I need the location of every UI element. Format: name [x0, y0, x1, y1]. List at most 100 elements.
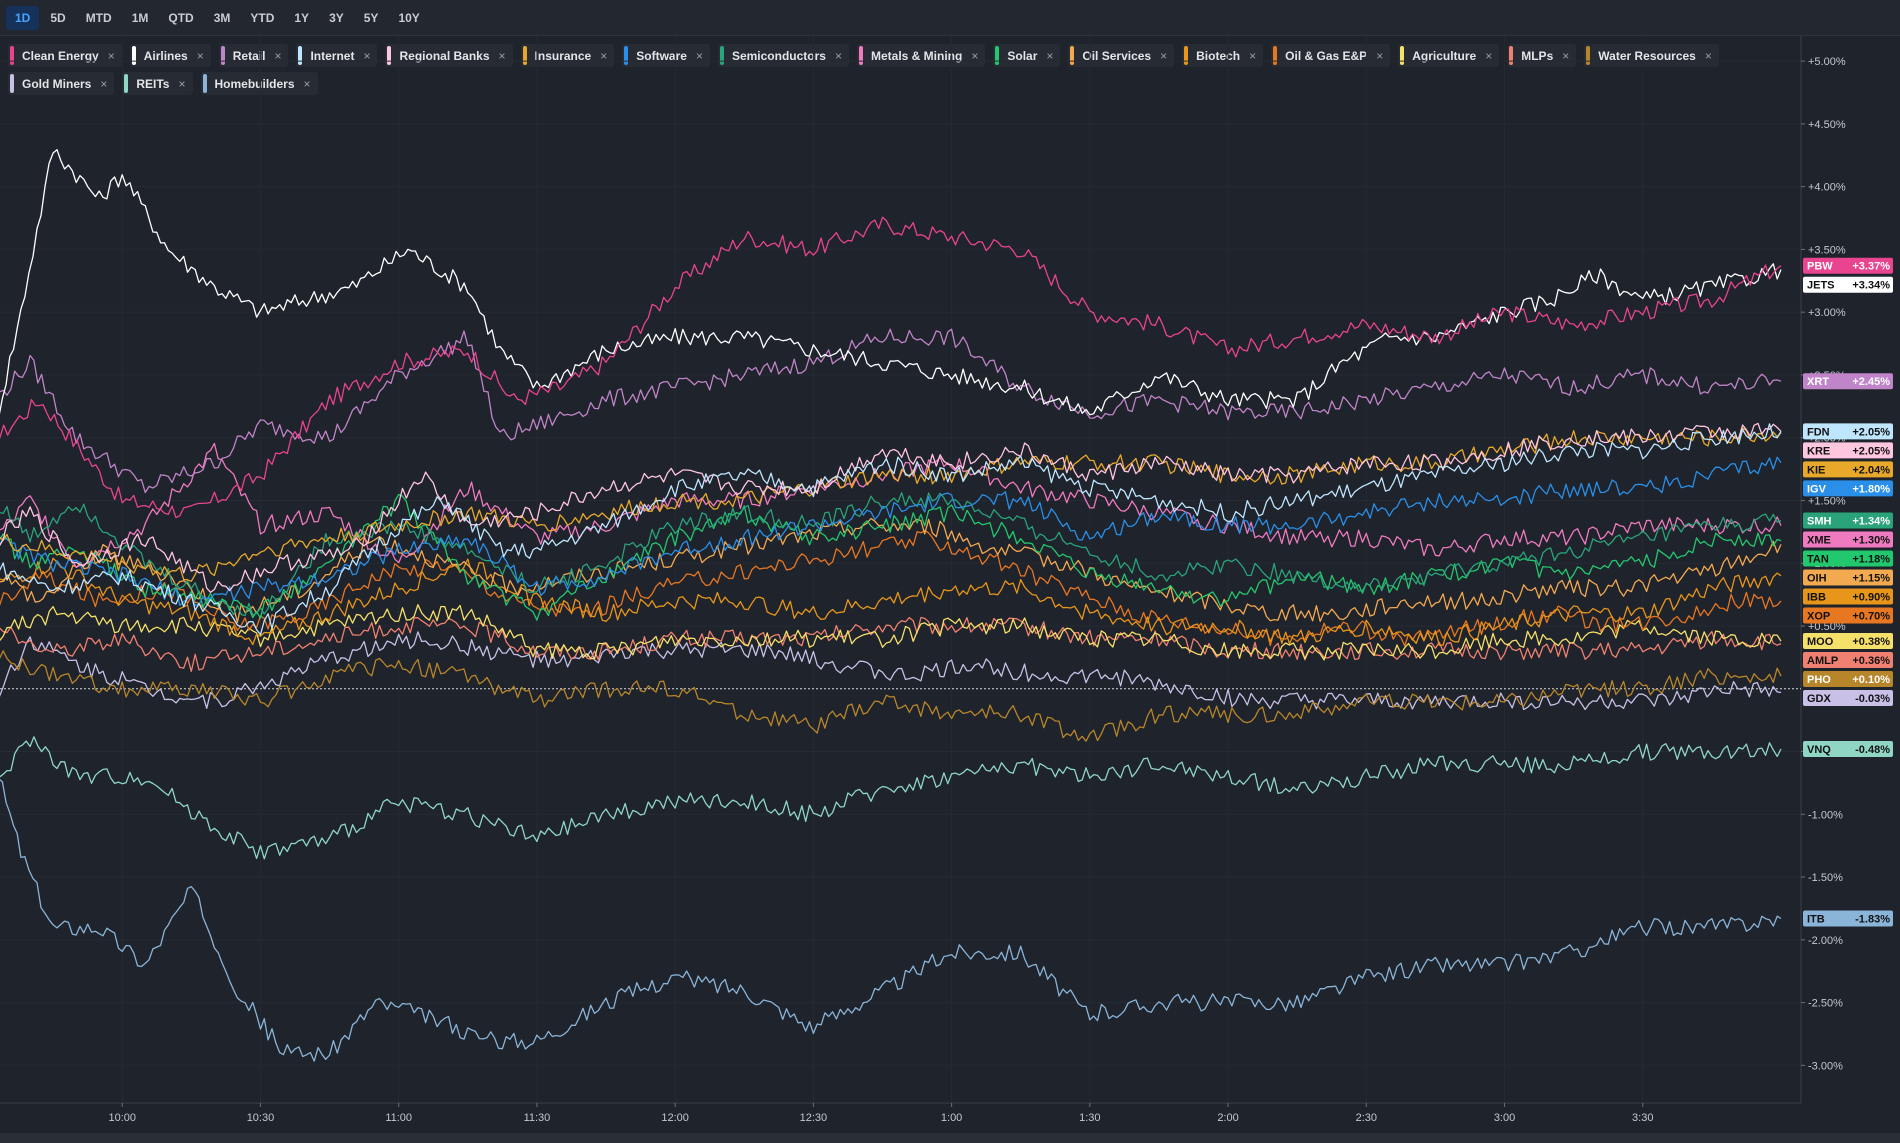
ticker-change: +3.37% — [1852, 261, 1890, 273]
y-tick-label: +3.00% — [1808, 307, 1846, 319]
close-icon[interactable]: × — [100, 76, 108, 91]
close-icon[interactable]: × — [695, 48, 703, 63]
ticker-tag-pho: PHO +0.10% — [1803, 671, 1893, 688]
chip-color-swatch — [202, 74, 207, 93]
close-icon[interactable]: × — [971, 48, 979, 63]
ticker-change: +2.45% — [1852, 376, 1890, 388]
bottom-scrollbar[interactable] — [0, 1133, 1900, 1143]
x-tick-label: 11:30 — [524, 1112, 551, 1124]
y-tick-label: +5.00% — [1808, 56, 1846, 68]
series-line-xrt — [0, 328, 1782, 494]
chip-color-swatch — [131, 46, 136, 65]
ticker-change: +2.04% — [1852, 464, 1890, 476]
ticker-tag-bg — [1803, 607, 1893, 624]
series-line-moo — [0, 604, 1782, 661]
ticker-symbol: AMLP — [1807, 655, 1838, 667]
chip-label: Water Resources — [1598, 48, 1696, 63]
ticker-tag-bg — [1803, 480, 1893, 497]
range-button-10y[interactable]: 10Y — [398, 10, 420, 25]
close-icon[interactable]: × — [1562, 48, 1570, 63]
ticker-tag-bg — [1803, 588, 1893, 605]
series-line-fdn — [0, 423, 1782, 636]
close-icon[interactable]: × — [363, 48, 371, 63]
range-button-ytd[interactable]: YTD — [250, 10, 275, 25]
ticker-symbol: TAN — [1807, 554, 1829, 566]
close-icon[interactable]: × — [1046, 48, 1054, 63]
chip-color-swatch — [1509, 46, 1514, 65]
y-tick-label: -1.00% — [1808, 809, 1843, 821]
ticker-tag-bg — [1803, 461, 1893, 478]
range-button-3m[interactable]: 3M — [213, 10, 231, 25]
x-tick-label: 12:00 — [661, 1112, 689, 1124]
close-icon[interactable]: × — [303, 76, 311, 91]
range-button-1m[interactable]: 1M — [131, 10, 149, 25]
ticker-tag-xme: XME +1.30% — [1803, 531, 1893, 548]
ticker-tag-igv: IGV +1.80% — [1803, 480, 1893, 497]
range-button-3y[interactable]: 3Y — [329, 10, 344, 25]
ticker-symbol: PBW — [1807, 261, 1833, 273]
chip-label: Oil Services — [1082, 48, 1152, 63]
ticker-change: -0.03% — [1855, 693, 1890, 705]
close-icon[interactable]: × — [274, 48, 282, 63]
chip-label: Agriculture — [1412, 48, 1477, 63]
y-tick-label: -2.00% — [1808, 935, 1843, 947]
close-icon[interactable]: × — [1249, 48, 1257, 63]
ticker-tag-bg — [1803, 741, 1893, 758]
y-tick-label: +4.50% — [1808, 119, 1846, 131]
ticker-change: +1.34% — [1852, 516, 1890, 528]
range-button-5d[interactable]: 5D — [50, 10, 66, 25]
series-chip[interactable]: REITs × — [122, 72, 193, 95]
ticker-tag-bg — [1803, 652, 1893, 669]
ticker-tag-pbw: PBW +3.37% — [1803, 257, 1893, 274]
chip-color-swatch — [1184, 46, 1189, 65]
close-icon[interactable]: × — [178, 76, 186, 91]
range-button-mtd[interactable]: MTD — [85, 10, 112, 25]
ticker-change: +0.90% — [1852, 592, 1890, 604]
y-tick-label: +4.00% — [1808, 182, 1846, 194]
x-tick-label: 10:30 — [247, 1112, 275, 1124]
ticker-symbol: ITB — [1807, 913, 1825, 925]
ticker-change: +2.05% — [1852, 445, 1890, 457]
close-icon[interactable]: × — [1704, 48, 1712, 63]
close-icon[interactable]: × — [1160, 48, 1168, 63]
chip-color-swatch — [624, 46, 629, 65]
x-tick-label: 12:30 — [800, 1112, 828, 1124]
ticker-change: +1.18% — [1852, 554, 1890, 566]
series-line-pho — [0, 650, 1782, 742]
ticker-symbol: GDX — [1807, 693, 1832, 705]
ticker-tag-bg — [1803, 569, 1893, 586]
close-icon[interactable]: × — [600, 48, 608, 63]
chip-color-swatch — [1070, 46, 1075, 65]
range-button-qtd[interactable]: QTD — [168, 10, 194, 25]
ticker-tag-fdn: FDN +2.05% — [1803, 423, 1893, 440]
ticker-tag-jets: JETS +3.34% — [1803, 276, 1893, 293]
chip-color-swatch — [10, 46, 14, 65]
ticker-symbol: XRT — [1807, 376, 1829, 388]
y-tick-label: -1.50% — [1808, 872, 1843, 884]
ticker-change: +0.36% — [1852, 655, 1890, 667]
series-chip[interactable]: Gold Miners × — [8, 72, 115, 95]
range-button-1y[interactable]: 1Y — [294, 10, 310, 25]
close-icon[interactable]: × — [1376, 48, 1384, 63]
range-button-1d[interactable]: 1D — [6, 5, 40, 30]
chip-color-swatch — [10, 74, 14, 93]
x-tick-label: 2:00 — [1217, 1112, 1238, 1124]
close-icon[interactable]: × — [834, 48, 842, 63]
close-icon[interactable]: × — [498, 48, 506, 63]
close-icon[interactable]: × — [196, 48, 204, 63]
chip-label: Regional Banks — [399, 48, 490, 63]
chip-label: Solar — [1007, 48, 1038, 63]
chip-color-swatch — [1273, 46, 1278, 65]
series-line-smh — [0, 492, 1782, 617]
chip-color-swatch — [298, 46, 303, 65]
close-icon[interactable]: × — [1485, 48, 1493, 63]
ticker-tag-bg — [1803, 531, 1893, 548]
range-button-5y[interactable]: 5Y — [363, 10, 379, 25]
series-chip[interactable]: Homebuilders × — [200, 72, 318, 95]
x-tick-label: 2:30 — [1356, 1112, 1377, 1124]
close-icon[interactable]: × — [107, 48, 115, 63]
ticker-tag-bg — [1803, 910, 1893, 927]
chip-label: Gold Miners — [22, 76, 92, 91]
ticker-symbol: PHO — [1807, 674, 1831, 686]
